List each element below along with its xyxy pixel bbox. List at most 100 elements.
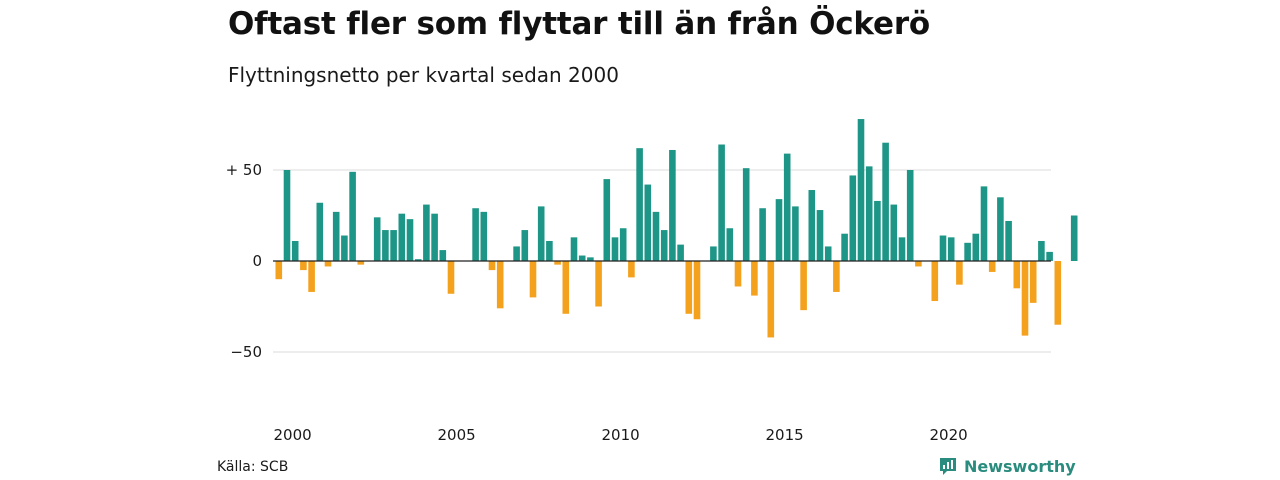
y-tick-label: + 50 xyxy=(226,161,262,179)
bar xyxy=(972,233,980,261)
bar xyxy=(898,237,906,261)
bar xyxy=(398,213,406,261)
bar xyxy=(521,230,529,261)
bar xyxy=(849,175,857,261)
bar xyxy=(816,210,824,261)
bar xyxy=(373,217,381,261)
bar xyxy=(956,261,963,285)
bar xyxy=(677,244,684,261)
bar xyxy=(751,261,758,296)
bar xyxy=(611,237,619,261)
bar xyxy=(874,200,881,261)
y-tick-label: 0 xyxy=(252,252,262,270)
bar xyxy=(406,219,414,261)
bar xyxy=(685,261,693,314)
bar xyxy=(332,211,340,261)
bar xyxy=(824,246,832,261)
bar xyxy=(587,257,594,261)
bar xyxy=(1029,261,1037,303)
bar xyxy=(1005,220,1012,261)
bar xyxy=(1021,261,1029,336)
bar xyxy=(414,259,422,261)
bar xyxy=(628,261,635,278)
bar xyxy=(980,186,988,261)
bar xyxy=(603,179,611,261)
bar xyxy=(423,204,430,261)
bar xyxy=(915,261,922,267)
bar xyxy=(488,261,496,271)
bar xyxy=(291,240,299,261)
brand-logo[interactable]: Newsworthy xyxy=(938,456,1076,476)
bar xyxy=(619,228,627,261)
bar xyxy=(759,208,766,261)
bar xyxy=(480,211,488,261)
bar xyxy=(1070,215,1078,261)
bar xyxy=(775,199,783,261)
bar xyxy=(1038,240,1045,261)
bar xyxy=(570,237,578,261)
bar xyxy=(472,208,479,261)
x-tick-label: 2010 xyxy=(602,426,640,444)
y-tick-label: −50 xyxy=(230,343,262,361)
x-tick-label: 2015 xyxy=(766,426,804,444)
bar xyxy=(652,211,660,261)
bar xyxy=(833,261,840,292)
bar xyxy=(554,261,561,265)
bar xyxy=(718,144,725,261)
bar xyxy=(997,197,1004,261)
bar xyxy=(595,261,602,307)
bar xyxy=(783,153,791,261)
bar xyxy=(660,230,668,261)
bar xyxy=(882,142,889,261)
bar xyxy=(447,261,455,294)
bar xyxy=(734,261,742,287)
bar xyxy=(308,261,315,292)
bar xyxy=(742,168,750,261)
bar xyxy=(669,149,676,261)
bar xyxy=(890,204,898,261)
bar xyxy=(316,202,324,261)
bar xyxy=(939,235,947,261)
bar xyxy=(382,230,389,261)
bar xyxy=(841,233,848,261)
bar xyxy=(513,246,520,261)
bar xyxy=(906,170,914,261)
bar xyxy=(578,255,586,261)
gridlines xyxy=(273,169,1051,353)
bar xyxy=(947,237,955,261)
bar xyxy=(390,230,397,261)
bar xyxy=(357,261,365,265)
bar xyxy=(865,166,873,261)
bar xyxy=(431,213,438,261)
bar xyxy=(857,119,865,261)
bar xyxy=(439,250,447,261)
bar xyxy=(931,261,939,302)
bar xyxy=(1013,261,1021,289)
brand-name: Newsworthy xyxy=(964,456,1076,476)
bar xyxy=(537,206,545,261)
chart-subtitle: Flyttningsnetto per kvartal sedan 2000 xyxy=(228,63,619,87)
x-tick-label: 2020 xyxy=(930,426,968,444)
newsworthy-logo-icon xyxy=(940,458,956,475)
bar xyxy=(800,261,807,311)
bar xyxy=(349,171,356,261)
bar xyxy=(496,261,504,309)
bar xyxy=(546,240,553,261)
bar xyxy=(275,261,283,280)
bar xyxy=(792,206,799,261)
bar xyxy=(1046,251,1053,261)
bar xyxy=(1054,261,1062,325)
bar xyxy=(283,170,291,261)
bar xyxy=(341,235,348,261)
bar xyxy=(710,246,717,261)
bar xyxy=(964,242,971,261)
x-tick-label: 2000 xyxy=(274,426,312,444)
bar xyxy=(636,148,643,261)
chart-title: Oftast fler som flyttar till än från Öck… xyxy=(228,6,931,42)
bar xyxy=(300,261,307,271)
bar xyxy=(808,190,816,261)
bar xyxy=(644,184,652,261)
bar xyxy=(693,261,701,320)
bar xyxy=(726,228,734,261)
x-tick-label: 2005 xyxy=(438,426,476,444)
